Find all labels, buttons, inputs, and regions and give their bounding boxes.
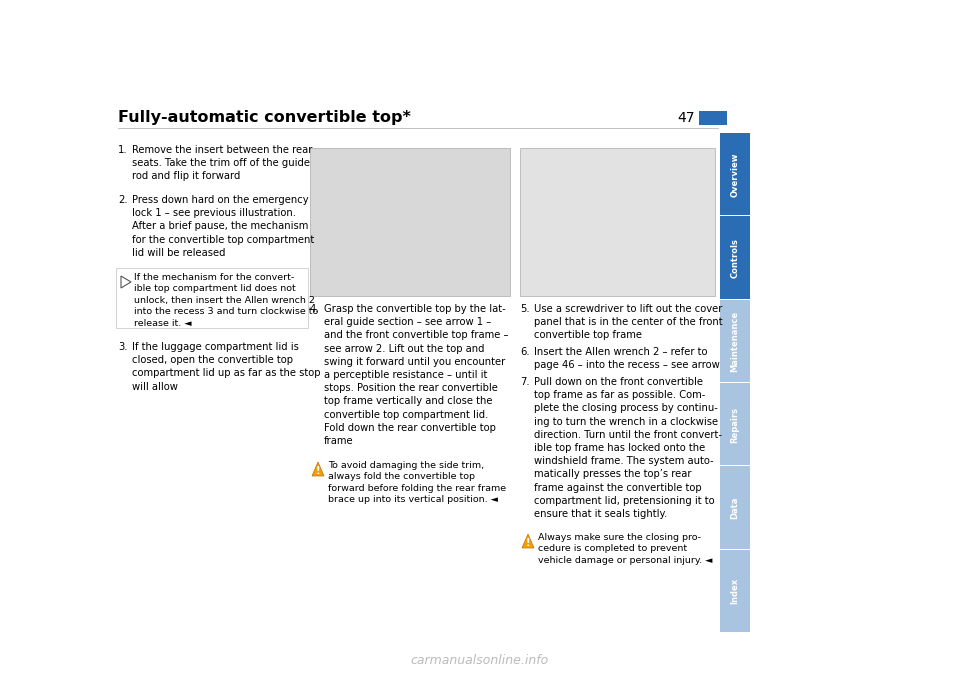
Bar: [699, 111, 727, 125]
Bar: [310, 148, 510, 296]
Text: If the mechanism for the convert-
ible top compartment lid does not
unlock, then: If the mechanism for the convert- ible t…: [134, 273, 319, 327]
Text: 1.: 1.: [118, 145, 128, 155]
Text: 2.: 2.: [118, 195, 128, 205]
Bar: [720, 383, 750, 465]
Text: 4.: 4.: [310, 304, 320, 314]
Text: !: !: [526, 538, 530, 548]
Text: Pull down on the front convertible
top frame as far as possible. Com-
plete the : Pull down on the front convertible top f…: [534, 377, 722, 519]
Text: Controls: Controls: [731, 238, 739, 278]
Text: 5.: 5.: [520, 304, 530, 314]
Text: To avoid damaging the side trim,
always fold the convertible top
forward before : To avoid damaging the side trim, always …: [328, 461, 506, 504]
Text: Data: Data: [731, 497, 739, 519]
Text: Use a screwdriver to lift out the cover
panel that is in the center of the front: Use a screwdriver to lift out the cover …: [534, 304, 723, 340]
Text: !: !: [316, 466, 321, 476]
Bar: [720, 466, 750, 549]
Text: Remove the insert between the rear
seats. Take the trim off of the guide
rod and: Remove the insert between the rear seats…: [132, 145, 312, 182]
Bar: [518, 530, 713, 582]
Bar: [308, 458, 513, 513]
Text: Maintenance: Maintenance: [731, 311, 739, 372]
Polygon shape: [312, 462, 324, 476]
Text: 47: 47: [678, 111, 695, 125]
Bar: [520, 148, 715, 296]
Text: Repairs: Repairs: [731, 407, 739, 443]
Polygon shape: [522, 534, 534, 548]
Bar: [720, 550, 750, 632]
Text: Grasp the convertible top by the lat-
eral guide section – see arrow 1 –
and the: Grasp the convertible top by the lat- er…: [324, 304, 509, 446]
Text: carmanualsonline.info: carmanualsonline.info: [411, 654, 549, 666]
Text: Insert the Allen wrench 2 – refer to
page 46 – into the recess – see arrow: Insert the Allen wrench 2 – refer to pag…: [534, 347, 720, 370]
Text: 7.: 7.: [520, 377, 530, 387]
Text: 3.: 3.: [118, 342, 128, 352]
Bar: [720, 300, 750, 382]
Bar: [116, 268, 308, 328]
Text: If the luggage compartment lid is
closed, open the convertible top
compartment l: If the luggage compartment lid is closed…: [132, 342, 321, 392]
Text: Always make sure the closing pro-
cedure is completed to prevent
vehicle damage : Always make sure the closing pro- cedure…: [538, 533, 712, 565]
Text: Overview: Overview: [731, 153, 739, 197]
Text: Press down hard on the emergency
lock 1 – see previous illustration.
After a bri: Press down hard on the emergency lock 1 …: [132, 195, 314, 258]
Text: Fully-automatic convertible top*: Fully-automatic convertible top*: [118, 110, 411, 125]
Bar: [720, 133, 750, 216]
Bar: [720, 216, 750, 299]
Text: 6.: 6.: [520, 347, 530, 357]
Text: Index: Index: [731, 578, 739, 604]
